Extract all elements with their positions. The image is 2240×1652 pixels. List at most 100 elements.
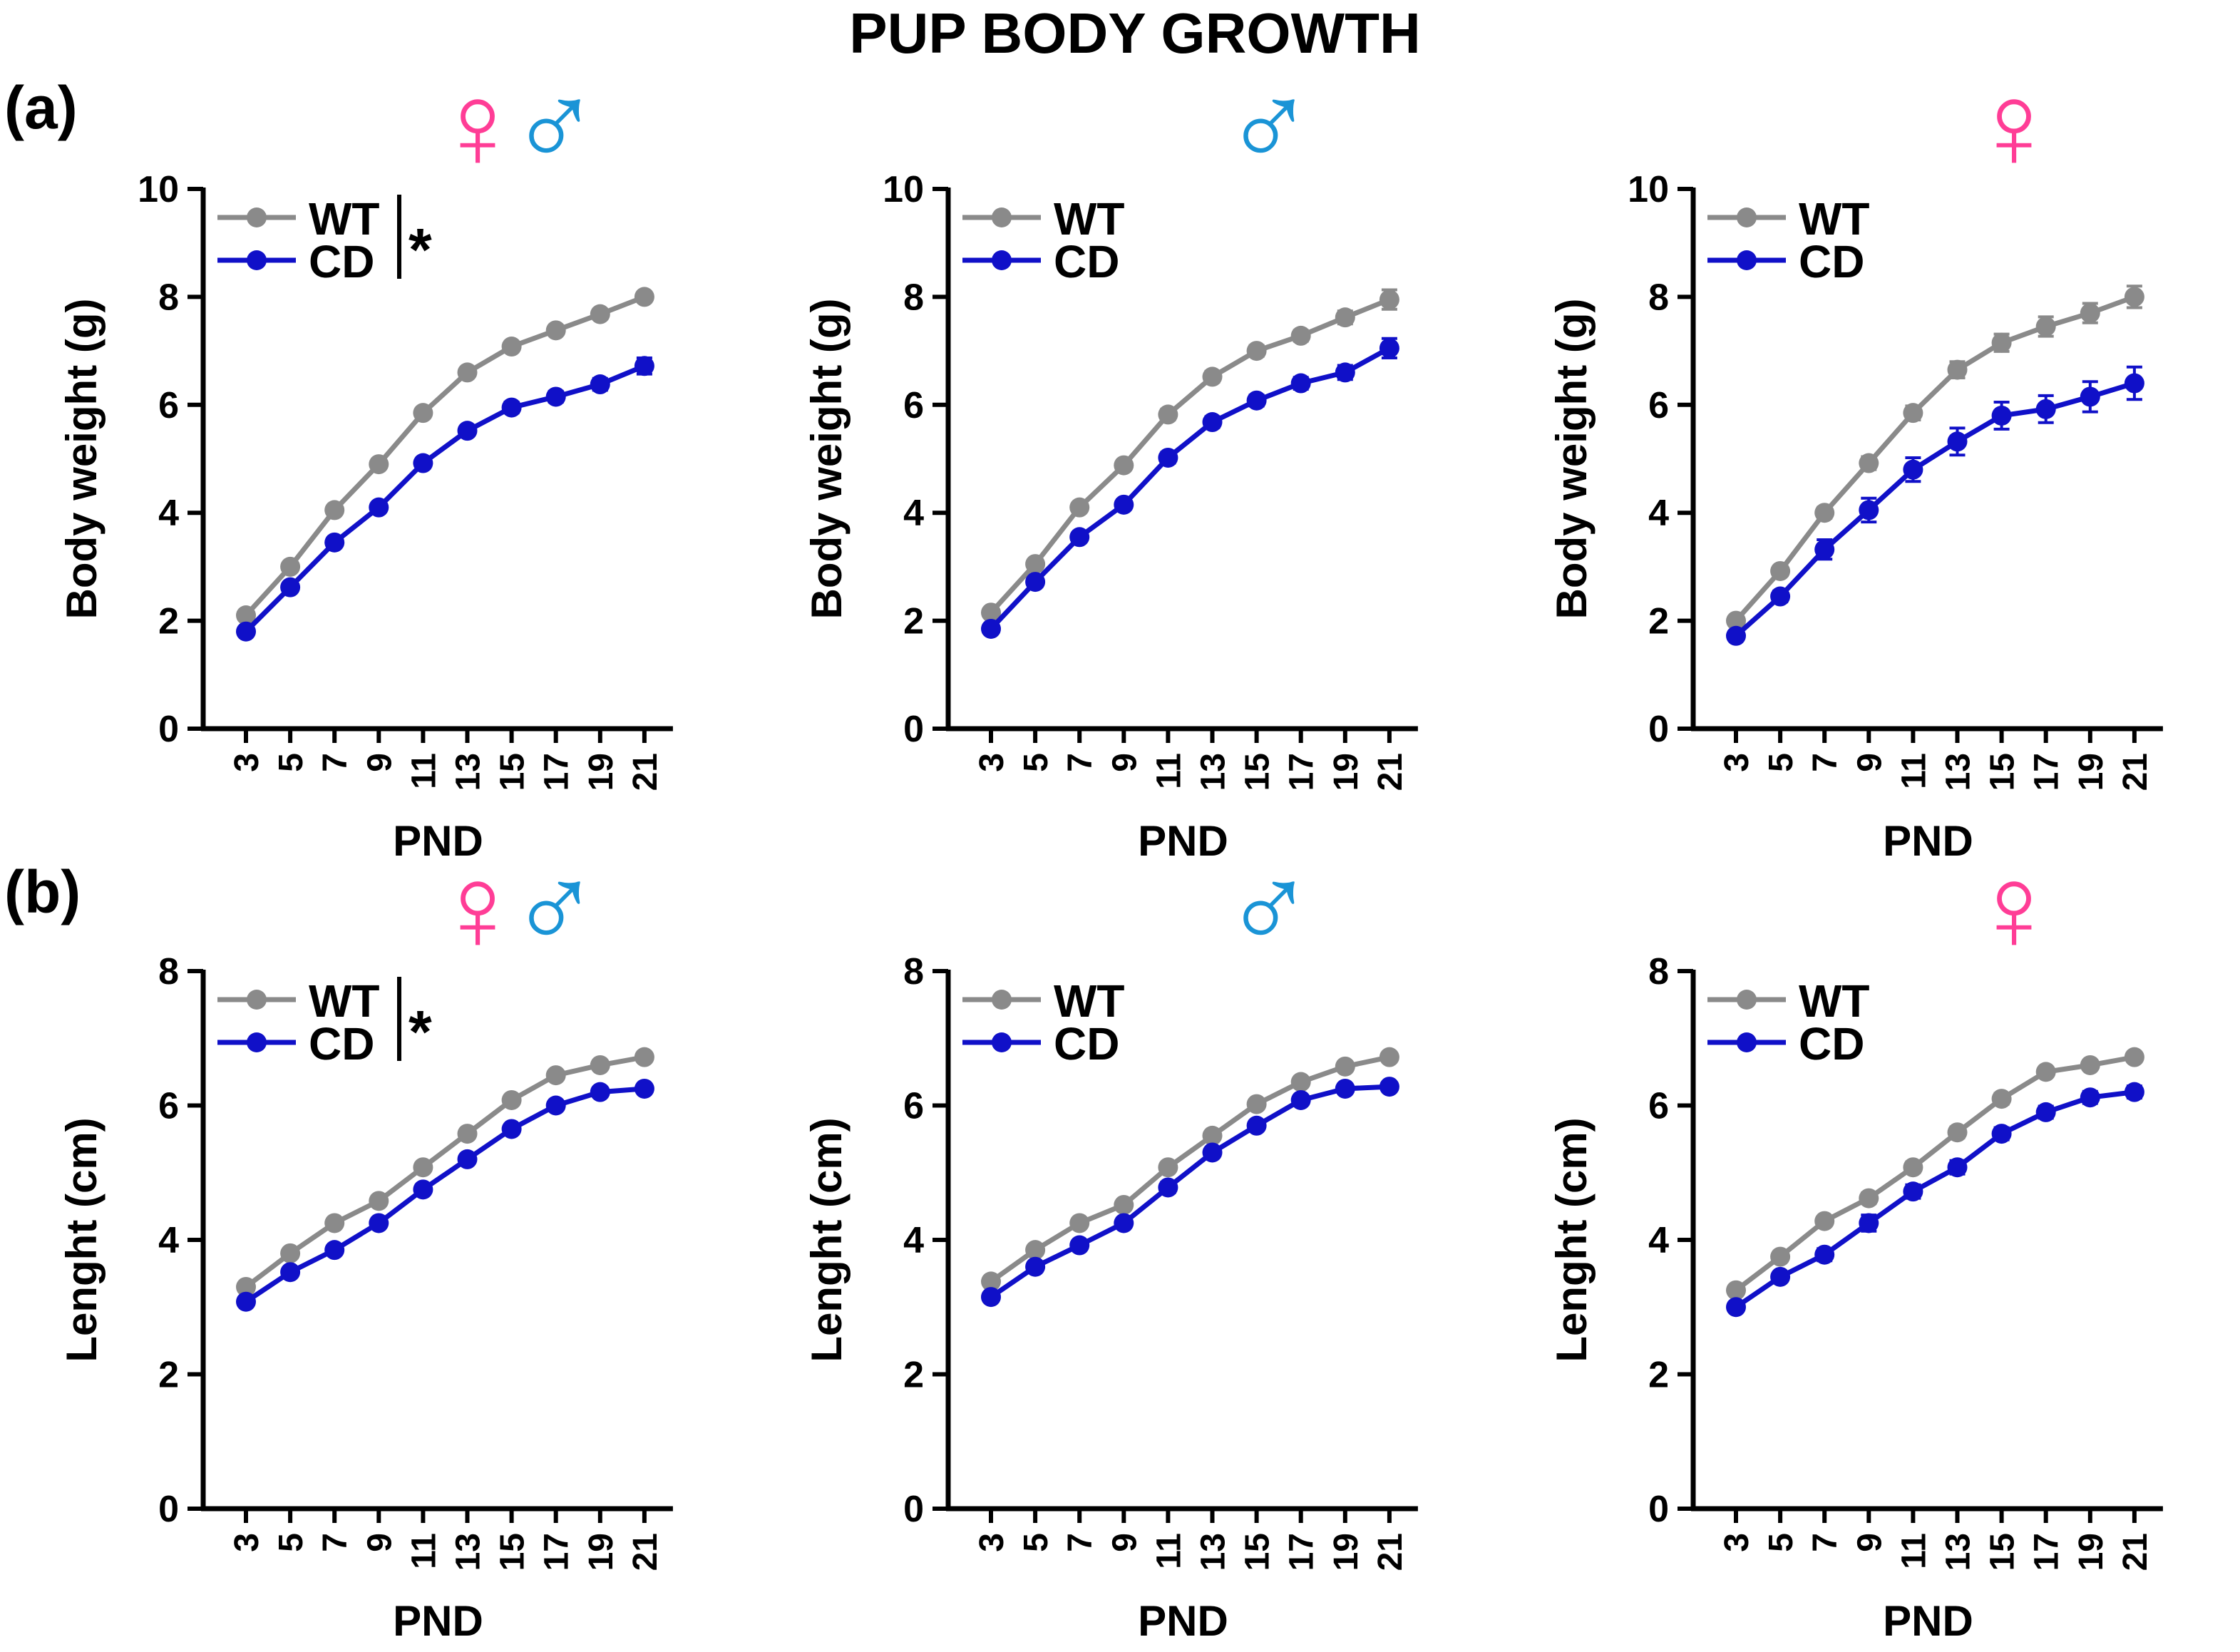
chart3-cd-point bbox=[1947, 431, 1968, 452]
chart1-wt-point bbox=[324, 500, 345, 520]
chart5-x-tick-label: 3 bbox=[973, 1533, 1011, 1552]
chart2-cd-point bbox=[1114, 494, 1134, 515]
chart4-male-symbol-icon: ♂ bbox=[509, 841, 600, 976]
chart6-cd-point bbox=[1814, 1244, 1835, 1265]
chart6-cd-point bbox=[1726, 1297, 1746, 1318]
chart3-x-tick-label: 3 bbox=[1718, 753, 1756, 772]
chart5-x-tick-label: 5 bbox=[1017, 1533, 1055, 1552]
chart5-cd-point bbox=[1246, 1115, 1267, 1136]
chart1-wt-point bbox=[590, 304, 610, 324]
chart2-x-tick-label: 13 bbox=[1195, 753, 1233, 791]
chart2-wt-point bbox=[1158, 404, 1178, 425]
chart1-x-tick-label: 17 bbox=[538, 753, 576, 791]
chart6-wt-point bbox=[1991, 1089, 2012, 1109]
chart2-wt-point bbox=[1202, 366, 1223, 387]
chart4-female-symbol-icon: ♀ bbox=[432, 841, 523, 976]
chart3-wt-point bbox=[1814, 503, 1835, 523]
chart3-wt-point bbox=[2035, 317, 2056, 337]
chart2-y-tick-label: 10 bbox=[883, 169, 924, 210]
chart6-wt-point bbox=[2080, 1055, 2100, 1075]
chart2-wt-point bbox=[1379, 289, 1399, 310]
chart3-x-axis-title: PND bbox=[1883, 817, 1973, 865]
chart6-wt-point bbox=[1726, 1280, 1746, 1300]
chart1-wt-point bbox=[634, 287, 654, 307]
chart1-wt-line bbox=[244, 294, 646, 617]
chart4-x-tick-label: 7 bbox=[317, 1533, 354, 1552]
chart2-cd-point bbox=[1335, 362, 1355, 383]
chart1-x-tick-label: 15 bbox=[494, 753, 532, 791]
chart1-male-symbol-icon: ♂ bbox=[509, 58, 600, 194]
chart4-wt-point bbox=[545, 1065, 566, 1086]
chart5-wt-line bbox=[989, 1055, 1390, 1284]
chart5-wt-point bbox=[1114, 1194, 1134, 1215]
chart1-cd-point bbox=[501, 397, 522, 418]
chart2-x-tick-label: 21 bbox=[1372, 753, 1409, 791]
chart4-x-tick-label: 5 bbox=[272, 1533, 310, 1552]
chart3-wt-point bbox=[1947, 359, 1968, 380]
chart3-wt-point bbox=[1726, 610, 1746, 631]
chart4-wt-point bbox=[236, 1276, 256, 1297]
chart2-legend-cd-marker bbox=[992, 250, 1012, 270]
chart1-x-tick-label: 13 bbox=[450, 753, 488, 791]
chart3-y-tick-label: 4 bbox=[1648, 493, 1669, 534]
chart1-wt-point bbox=[545, 320, 566, 341]
chart2-wt-point bbox=[1025, 554, 1046, 575]
chart5-x-tick-label: 21 bbox=[1372, 1533, 1409, 1571]
chart4-y-tick-label: 8 bbox=[158, 951, 179, 992]
chart3-x-tick-label: 11 bbox=[1895, 753, 1933, 789]
chart1-y-axis-title: Body weight (g) bbox=[58, 299, 106, 620]
chart5-x-tick-label: 11 bbox=[1150, 1533, 1188, 1569]
chart2-y-tick-label: 6 bbox=[903, 385, 924, 426]
chart2-legend-cd-label: CD bbox=[1054, 236, 1119, 287]
chart6-x-tick-label: 7 bbox=[1807, 1533, 1844, 1552]
chart5-y-tick-label: 0 bbox=[903, 1489, 924, 1530]
chart5-cd-point bbox=[1158, 1177, 1178, 1198]
chart3-wt-point bbox=[1991, 332, 2012, 353]
chart1-wt-point bbox=[501, 337, 522, 357]
chart2-wt-point bbox=[1290, 325, 1311, 346]
chart6-cd-line bbox=[1735, 1089, 2135, 1310]
chart1-wt-point bbox=[236, 605, 256, 626]
chart1-x-tick-label: 5 bbox=[272, 753, 310, 772]
chart4-legend-cd-label: CD bbox=[309, 1018, 374, 1069]
chart3-y-tick-label: 0 bbox=[1648, 709, 1669, 750]
chart4-x-tick-label: 9 bbox=[361, 1533, 399, 1552]
chart5-legend-wt-marker bbox=[992, 990, 1012, 1010]
chart5-x-tick-label: 15 bbox=[1239, 1533, 1277, 1571]
chart5-y-tick-label: 4 bbox=[903, 1220, 924, 1261]
chart3-cd-point bbox=[1770, 586, 1791, 607]
chart6-y-tick-label: 6 bbox=[1648, 1086, 1669, 1127]
chart3-x-tick-label: 15 bbox=[1984, 753, 2022, 791]
chart5-legend-cd-label: CD bbox=[1054, 1018, 1119, 1069]
chart4-x-tick-label: 19 bbox=[582, 1533, 620, 1571]
chart1-cd-point bbox=[324, 532, 345, 553]
chart1-y-tick-label: 4 bbox=[158, 493, 179, 534]
chart1-y-tick-label: 2 bbox=[158, 601, 179, 642]
chart6-x-tick-label: 9 bbox=[1851, 1533, 1889, 1552]
chart3-female-symbol-icon: ♀ bbox=[1968, 58, 2060, 194]
chart6-cd-point bbox=[2080, 1087, 2100, 1108]
chart3-x-tick-label: 17 bbox=[2028, 753, 2066, 791]
chart1-x-tick-label: 7 bbox=[317, 753, 354, 772]
chart1-wt-point bbox=[457, 362, 478, 383]
chart5-cd-point bbox=[1069, 1235, 1090, 1256]
chart2-x-tick-label: 7 bbox=[1062, 753, 1099, 772]
chart3-wt-point bbox=[1903, 403, 1923, 424]
chart6-wt-point bbox=[1903, 1157, 1923, 1178]
chart4-legend-cd-marker bbox=[247, 1032, 267, 1052]
chart1-wt-point bbox=[280, 556, 301, 577]
chart6-x-axis-title: PND bbox=[1883, 1597, 1973, 1645]
chart2-y-tick-label: 0 bbox=[903, 709, 924, 750]
chart6-legend-wt-marker bbox=[1737, 990, 1757, 1010]
chart1-female-symbol-icon: ♀ bbox=[432, 58, 523, 194]
chart5-cd-point bbox=[1114, 1213, 1134, 1233]
figure-title: PUP BODY GROWTH bbox=[849, 1, 1421, 65]
chart4-cd-point bbox=[324, 1240, 345, 1261]
chart3-cd-point bbox=[1859, 500, 1879, 520]
chart5-cd-point bbox=[1202, 1142, 1223, 1163]
chart5-cd-point bbox=[1379, 1077, 1399, 1097]
chart5-x-tick-label: 9 bbox=[1106, 1533, 1144, 1552]
chart5-x-tick-label: 13 bbox=[1195, 1533, 1233, 1571]
chart1-y-tick-label: 10 bbox=[138, 169, 179, 210]
